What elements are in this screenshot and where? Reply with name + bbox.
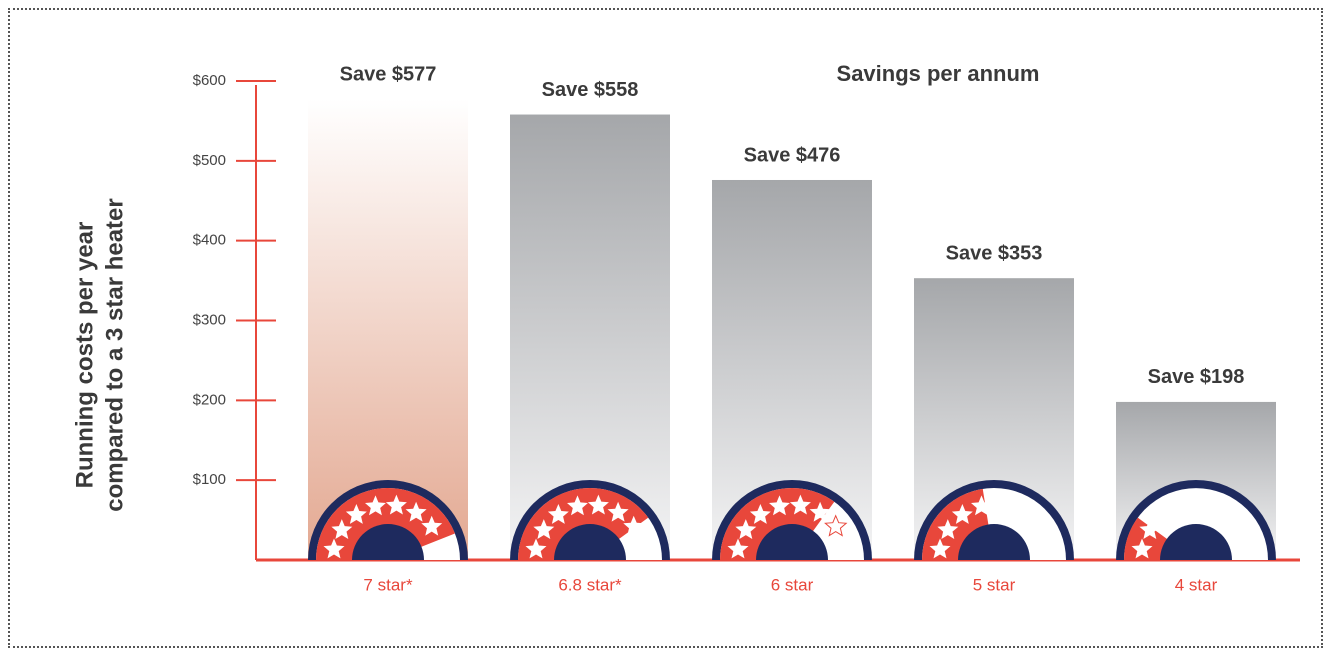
gauge-star <box>1131 538 1153 559</box>
x-tick-label: 6 star <box>771 575 814 594</box>
gauge-center <box>958 524 1030 560</box>
gauge-star <box>533 519 555 539</box>
x-tick-label: 7 star* <box>363 575 413 594</box>
page: {"chart_data": {"type": "bar", "title": … <box>8 8 1323 648</box>
y-tick-label: $600 <box>193 72 226 89</box>
gauge-star <box>623 515 645 536</box>
y-tick-label: $300 <box>193 311 226 328</box>
gauge-star <box>1139 519 1161 539</box>
gauge-star <box>929 538 951 559</box>
gauge-star <box>365 495 386 516</box>
x-tick-label: 4 star <box>1175 575 1218 594</box>
gauge-red <box>316 488 455 560</box>
gauge-star <box>421 515 443 536</box>
data-label: Save $558 <box>542 79 639 101</box>
star-rating-gauge <box>510 480 670 560</box>
gauge-red <box>518 488 649 560</box>
chart: Savings per annum Running costs per year… <box>71 61 1300 594</box>
gauge-center <box>756 524 828 560</box>
data-label: Save $577 <box>340 64 437 86</box>
y-tick-label: $200 <box>193 391 226 408</box>
chart-title: Savings per annum <box>837 61 1040 86</box>
y-tick-label: $100 <box>193 471 226 488</box>
star-rating-gauge <box>914 480 1074 560</box>
gauge-star <box>323 538 345 559</box>
gauge-star <box>345 504 367 524</box>
gauge-star <box>547 504 569 524</box>
gauge-star <box>971 495 992 516</box>
gauge-star <box>587 494 609 515</box>
x-tick-label: 5 star <box>973 575 1016 594</box>
gauge-star <box>937 519 959 539</box>
gauge-star <box>789 494 811 515</box>
y-tick-label: $500 <box>193 152 226 169</box>
data-label: Save $198 <box>1148 366 1245 388</box>
gauge-center <box>1160 524 1232 560</box>
gauge-center <box>352 524 424 560</box>
gauge-star <box>385 494 407 515</box>
x-tick-label: 6.8 star* <box>558 575 622 594</box>
gauge-star <box>331 519 353 539</box>
gauge-star <box>824 514 848 537</box>
gauge-center <box>554 524 626 560</box>
gauge-star <box>727 538 749 559</box>
data-label: Save $476 <box>744 144 841 166</box>
gauge-star <box>735 519 757 539</box>
gauge-star <box>809 501 831 522</box>
star-rating-gauge <box>712 480 872 560</box>
star-rating-gauge <box>308 480 468 560</box>
gauge-star <box>405 501 427 522</box>
gauge-star <box>567 495 588 516</box>
y-axis-label: Running costs per year <box>71 222 98 489</box>
gauge-star <box>749 504 771 524</box>
star-rating-gauge <box>1116 480 1276 560</box>
y-axis-label: compared to a 3 star heater <box>101 198 128 511</box>
gauge-star <box>525 538 547 559</box>
data-label: Save $353 <box>946 242 1043 264</box>
y-tick-label: $400 <box>193 232 226 249</box>
gauge-star <box>607 501 629 522</box>
gauge-star <box>951 504 973 524</box>
gauge-star <box>769 495 790 516</box>
